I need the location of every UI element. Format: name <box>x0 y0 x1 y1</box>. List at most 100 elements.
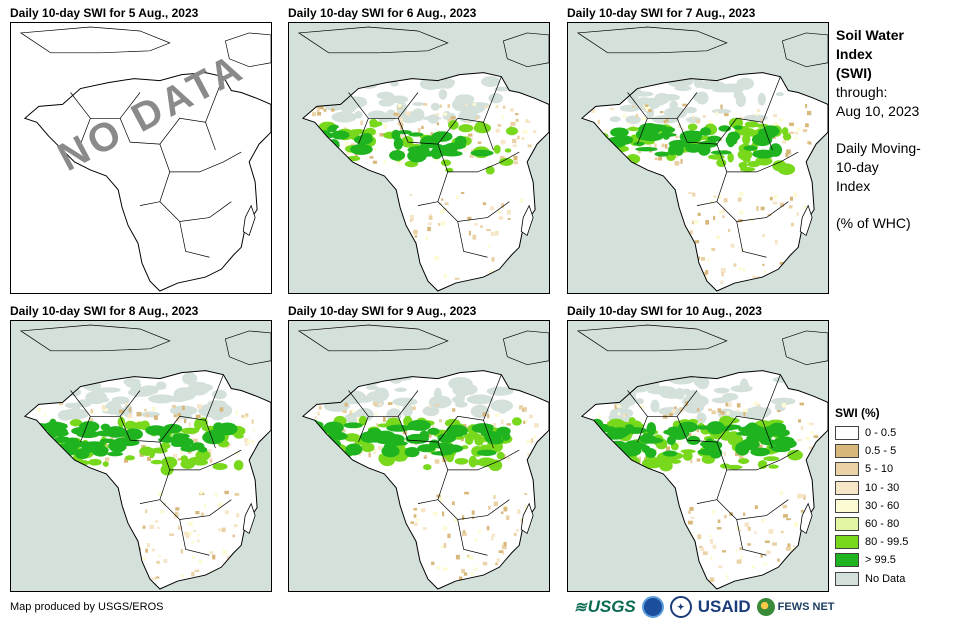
africa-map: NO DATA <box>10 22 272 294</box>
swi-speckle <box>692 192 696 197</box>
legend-label: 30 - 60 <box>865 499 900 512</box>
no-data-patch <box>438 89 448 100</box>
swi-wet-patch <box>317 133 327 146</box>
fews-net-logo: FEWS NET <box>756 598 835 616</box>
swi-speckle <box>463 572 468 576</box>
swi-speckle <box>692 115 695 120</box>
swi-speckle <box>430 132 433 137</box>
swi-speckle <box>689 507 694 511</box>
no-data-patch <box>693 377 707 387</box>
no-data-patch <box>669 110 685 118</box>
swi-saturated-patch <box>644 447 657 459</box>
swi-speckle <box>702 433 707 437</box>
no-data-patch <box>399 111 420 124</box>
swi-speckle <box>517 509 521 514</box>
swi-speckle <box>316 160 321 165</box>
swi-speckle <box>696 458 701 462</box>
swi-speckle <box>383 417 386 422</box>
swi-speckle <box>443 112 448 116</box>
swi-speckle <box>519 198 524 203</box>
swi-speckle <box>488 244 491 248</box>
swi-speckle <box>451 501 455 506</box>
legend-swatch <box>835 444 859 459</box>
swi-speckle <box>782 504 788 509</box>
swi-speckle <box>482 561 488 566</box>
swi-speckle <box>793 137 799 140</box>
swi-speckle <box>662 415 668 419</box>
swi-speckle <box>674 161 678 166</box>
swi-speckle <box>754 505 758 509</box>
swi-speckle <box>460 191 465 194</box>
swi-speckle <box>203 503 206 508</box>
panel-title: Daily 10-day SWI for 8 Aug., 2023 <box>10 304 199 318</box>
country-borders <box>627 76 799 258</box>
swi-speckle <box>356 416 361 422</box>
no-data-patch <box>733 90 745 100</box>
swi-speckle <box>103 408 109 412</box>
no-data-patch <box>494 86 509 92</box>
swi-speckle <box>387 402 393 405</box>
legend-item: > 99.5 <box>835 551 960 569</box>
swi-speckle <box>149 524 155 530</box>
swi-speckle <box>486 228 491 232</box>
swi-speckle <box>779 262 785 265</box>
swi-wet-patch <box>755 156 773 166</box>
units-label: (% of WHC) <box>836 215 911 231</box>
swi-saturated-patch <box>28 426 41 432</box>
no-data-patch <box>609 407 634 419</box>
swi-saturated-patch <box>408 434 421 442</box>
swi-speckle <box>522 129 528 134</box>
swi-speckle <box>236 512 240 518</box>
no-data-patch <box>691 402 703 414</box>
swi-speckle <box>159 510 165 514</box>
swi-speckle <box>410 219 413 222</box>
swi-speckle <box>479 225 484 228</box>
legend-swatch <box>835 462 859 477</box>
swi-speckle <box>443 207 447 211</box>
swi-speckle <box>659 111 664 114</box>
madagascar-outline <box>242 502 256 535</box>
africa-map <box>288 22 550 294</box>
swi-speckle <box>614 404 618 409</box>
no-data-patch <box>607 387 628 400</box>
legend-item: 10 - 30 <box>835 479 960 497</box>
swi-speckle <box>422 527 427 530</box>
swi-speckle <box>316 442 321 446</box>
swi-speckle <box>428 404 431 408</box>
swi-speckle <box>693 219 699 224</box>
africa-outline <box>301 72 549 292</box>
swi-speckle <box>715 235 720 240</box>
swi-speckle <box>321 439 324 445</box>
swi-speckle <box>747 526 751 531</box>
no-data-patch <box>626 375 642 388</box>
legend-swatch <box>835 553 859 568</box>
swi-speckle <box>118 409 124 414</box>
swi-speckle <box>39 426 42 430</box>
swi-speckle <box>59 402 64 406</box>
desc-line1: Daily Moving- <box>836 140 921 156</box>
swi-speckle <box>720 280 724 285</box>
swi-wet-patch <box>349 128 367 135</box>
swi-speckle <box>814 155 817 160</box>
swi-speckle <box>736 403 741 408</box>
swi-wet-patch <box>593 141 606 147</box>
swi-wet-patch <box>88 458 102 466</box>
swi-wet-patch <box>511 417 522 426</box>
swi-speckle <box>320 434 326 438</box>
swi-saturated-patch <box>769 143 783 157</box>
swi-speckle <box>742 408 748 413</box>
swi-speckle <box>750 218 753 223</box>
swi-speckle <box>704 276 709 280</box>
swi-speckle <box>491 536 494 541</box>
swi-wet-patch <box>505 126 518 136</box>
no-data-patch <box>182 372 198 385</box>
swi-saturated-patch <box>408 132 424 137</box>
swi-speckle <box>803 204 807 210</box>
swi-wet-patch <box>161 456 178 469</box>
swi-speckle <box>214 493 218 497</box>
swi-speckle <box>393 112 399 116</box>
swi-speckle <box>793 522 799 527</box>
swi-speckle <box>311 112 317 117</box>
swi-saturated-patch <box>107 451 124 457</box>
swi-wet-patch <box>49 456 60 463</box>
